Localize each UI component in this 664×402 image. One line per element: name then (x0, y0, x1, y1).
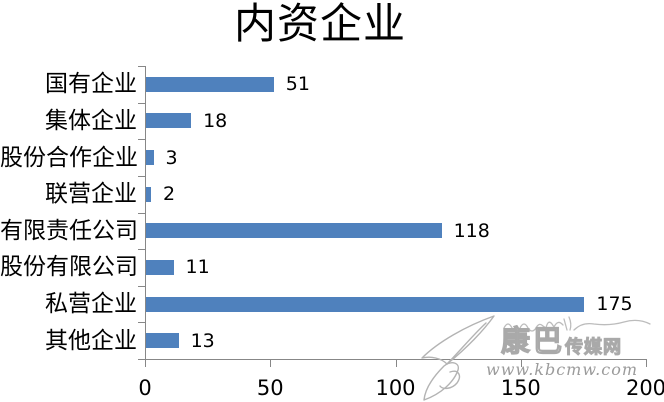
category-label: 国有企业 (45, 71, 137, 98)
category-label: 其他企业 (45, 327, 137, 354)
plot-area: 51 18 3 2 118 11 175 13 (145, 66, 647, 360)
x-axis-tick (145, 360, 146, 367)
y-axis-tick (138, 175, 145, 177)
y-axis-tick (138, 212, 145, 214)
category-axis-labels: 国有企业集体企业股份合作企业联营企业有限责任公司 股份有限公司私营企业其他企业 (0, 0, 138, 402)
category-label: 私营企业 (45, 291, 137, 318)
x-axis-tick-label: 200 (625, 376, 664, 400)
y-axis-tick (138, 249, 145, 251)
data-label: 18 (203, 109, 228, 132)
data-label: 3 (165, 146, 178, 169)
bar-集体企业 (146, 113, 192, 129)
bar-国有企业 (146, 76, 274, 92)
x-axis-tick (395, 360, 397, 367)
x-axis-tick-label: 0 (138, 376, 152, 400)
bar-私营企业 (146, 296, 585, 312)
y-axis-tick (138, 66, 145, 67)
y-axis-tick (138, 102, 145, 104)
category-label: 股份合作企业 (0, 144, 138, 171)
bar-有限责任公司 (146, 223, 442, 239)
category-label: 股份有限公司 (0, 254, 138, 281)
data-label: 2 (163, 183, 176, 206)
x-axis-tick (520, 360, 522, 367)
x-axis-tick-label: 50 (256, 376, 284, 400)
y-axis-tick (138, 285, 145, 287)
y-axis-tick (138, 139, 145, 141)
chart-title: 内资企业 (233, 0, 406, 48)
data-label: 11 (185, 256, 210, 279)
category-label: 集体企业 (45, 107, 137, 134)
category-label: 联营企业 (45, 181, 137, 208)
bar-联营企业 (146, 186, 151, 202)
data-label: 51 (285, 73, 310, 96)
data-label: 118 (453, 219, 490, 242)
category-label: 有限责任公司 (0, 217, 138, 244)
bar-股份有限公司 (146, 259, 174, 275)
data-label: 13 (190, 329, 215, 352)
x-axis-tick-label: 150 (500, 376, 541, 400)
y-axis-tick (138, 322, 145, 324)
y-axis-tick (138, 359, 145, 360)
x-axis-tick (270, 360, 272, 367)
bar-股份合作企业 (146, 150, 154, 166)
x-axis-tick-label: 100 (375, 376, 416, 400)
data-label: 175 (596, 293, 633, 316)
bar-其他企业 (146, 333, 179, 349)
x-axis-tick (646, 360, 647, 367)
